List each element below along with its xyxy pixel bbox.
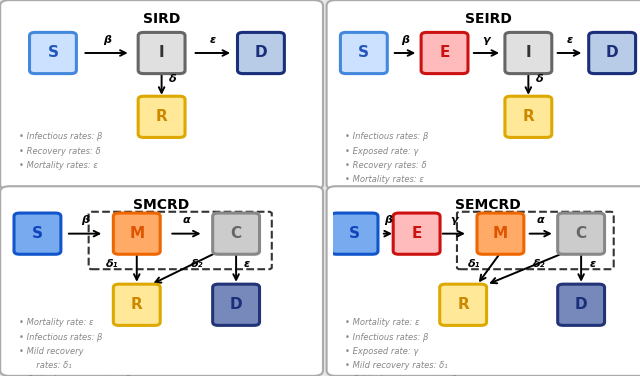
Text: α: α: [182, 215, 190, 226]
Text: β: β: [102, 35, 111, 45]
Text: δ: δ: [169, 74, 176, 84]
Text: γ: γ: [483, 35, 490, 45]
Text: E: E: [439, 45, 450, 61]
FancyBboxPatch shape: [557, 213, 605, 254]
Text: R: R: [131, 297, 143, 312]
Text: • Infectious rates: β: • Infectious rates: β: [345, 333, 429, 342]
Text: β: β: [384, 215, 392, 226]
Text: R: R: [458, 297, 469, 312]
FancyBboxPatch shape: [0, 186, 323, 376]
FancyBboxPatch shape: [326, 186, 640, 376]
FancyBboxPatch shape: [237, 32, 284, 74]
FancyBboxPatch shape: [138, 32, 185, 74]
Text: • Exposed rate: γ: • Exposed rate: γ: [345, 147, 419, 156]
FancyBboxPatch shape: [212, 284, 260, 325]
Text: • Exposed rate: γ: • Exposed rate: γ: [345, 347, 419, 356]
Text: SEIRD: SEIRD: [465, 12, 511, 26]
Text: R: R: [156, 109, 168, 124]
Text: • Infectious rates: β: • Infectious rates: β: [19, 333, 102, 342]
Text: M: M: [129, 226, 145, 241]
Text: SIRD: SIRD: [143, 12, 180, 26]
Text: ε: ε: [590, 259, 596, 269]
FancyBboxPatch shape: [421, 32, 468, 74]
Text: R: R: [522, 109, 534, 124]
Text: α: α: [537, 215, 545, 226]
FancyBboxPatch shape: [505, 32, 552, 74]
Text: δ₂: δ₂: [191, 259, 204, 269]
FancyBboxPatch shape: [393, 213, 440, 254]
Text: D: D: [255, 45, 268, 61]
Text: E: E: [412, 226, 422, 241]
Text: δ₁: δ₁: [106, 259, 118, 269]
Text: • Mortality rate: ε: • Mortality rate: ε: [19, 318, 93, 327]
Text: I: I: [159, 45, 164, 61]
Text: • Critical recovery rates: δ₂: • Critical recovery rates: δ₂: [345, 375, 460, 376]
Text: D: D: [230, 297, 243, 312]
Text: δ₁: δ₁: [468, 259, 480, 269]
Text: ε: ε: [244, 259, 250, 269]
Text: β: β: [81, 215, 89, 226]
Text: • Recovery rates: δ: • Recovery rates: δ: [19, 147, 100, 156]
Text: S: S: [47, 45, 58, 61]
FancyBboxPatch shape: [331, 213, 378, 254]
Text: S: S: [349, 226, 360, 241]
Text: rates: δ₁: rates: δ₁: [31, 361, 72, 370]
FancyBboxPatch shape: [505, 96, 552, 138]
Text: • Mortality rate: ε: • Mortality rate: ε: [345, 318, 420, 327]
Text: S: S: [32, 226, 43, 241]
Text: M: M: [493, 226, 508, 241]
FancyBboxPatch shape: [0, 0, 323, 190]
Text: • Mild recovery: • Mild recovery: [19, 347, 83, 356]
Text: C: C: [230, 226, 242, 241]
FancyBboxPatch shape: [326, 0, 640, 190]
FancyBboxPatch shape: [340, 32, 387, 74]
FancyBboxPatch shape: [589, 32, 636, 74]
Text: D: D: [606, 45, 618, 61]
Text: δ: δ: [536, 74, 543, 84]
Text: β: β: [401, 35, 409, 45]
Text: ε: ε: [210, 35, 216, 45]
Text: • Infectious rates: β: • Infectious rates: β: [19, 132, 102, 141]
FancyBboxPatch shape: [440, 284, 486, 325]
Text: S: S: [358, 45, 369, 61]
Text: SEMCRD: SEMCRD: [455, 198, 521, 212]
Text: γ: γ: [450, 215, 458, 226]
FancyBboxPatch shape: [14, 213, 61, 254]
FancyBboxPatch shape: [477, 213, 524, 254]
Text: • Mortality rates: ε: • Mortality rates: ε: [345, 175, 424, 184]
Text: δ₂: δ₂: [533, 259, 545, 269]
FancyBboxPatch shape: [557, 284, 605, 325]
FancyBboxPatch shape: [212, 213, 260, 254]
Text: • Recovery rates: δ: • Recovery rates: δ: [345, 161, 427, 170]
Text: • Critical recovery rates: δ₂: • Critical recovery rates: δ₂: [19, 375, 134, 376]
FancyBboxPatch shape: [138, 96, 185, 138]
FancyBboxPatch shape: [113, 213, 160, 254]
Text: D: D: [575, 297, 588, 312]
FancyBboxPatch shape: [113, 284, 160, 325]
Text: I: I: [525, 45, 531, 61]
Text: SMCRD: SMCRD: [134, 198, 189, 212]
Text: ε: ε: [566, 35, 573, 45]
Text: • Mild recovery rates: δ₁: • Mild recovery rates: δ₁: [345, 361, 448, 370]
FancyBboxPatch shape: [29, 32, 76, 74]
Text: • Mortality rates: ε: • Mortality rates: ε: [19, 161, 98, 170]
Text: C: C: [575, 226, 587, 241]
Text: • Infectious rates: β: • Infectious rates: β: [345, 132, 429, 141]
